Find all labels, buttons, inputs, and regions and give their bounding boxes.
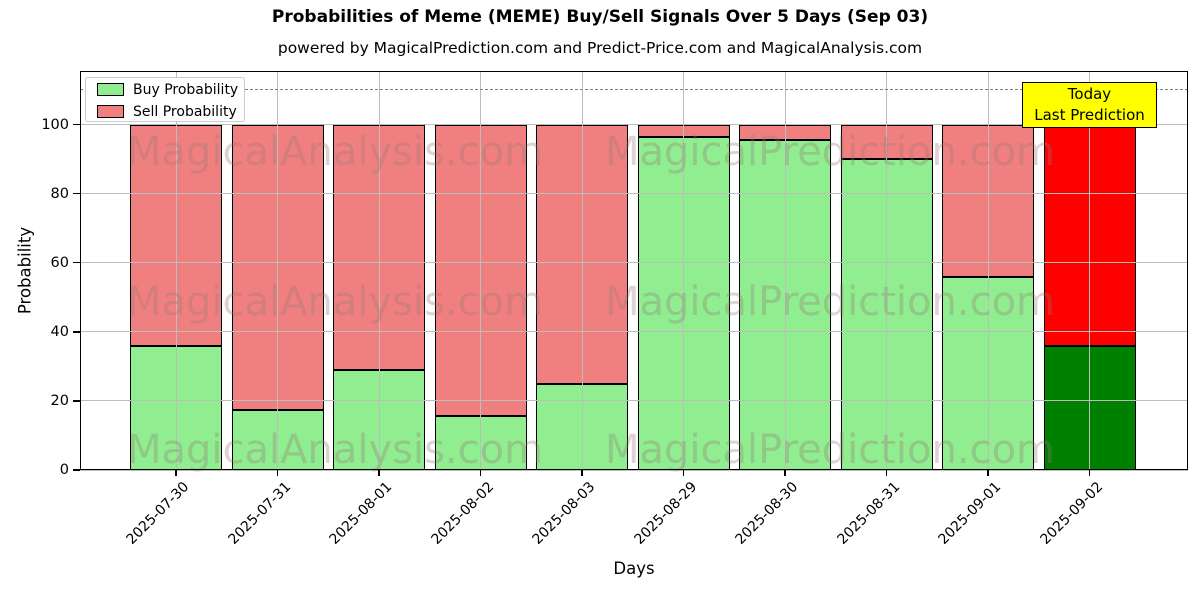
annotation-line1: Today xyxy=(1067,85,1112,103)
gridline-y-20 xyxy=(80,400,1188,402)
x-tick-2025-08-31 xyxy=(885,470,888,476)
x-tick-2025-07-30 xyxy=(175,470,177,476)
watermark-left-3: MagicalAnalysis.com xyxy=(126,427,544,473)
x-tick-label-2025-08-01: 2025-08-01 xyxy=(326,479,396,548)
x-tick-label-2025-08-30: 2025-08-30 xyxy=(732,479,802,548)
y-tick-label-0: 0 xyxy=(59,462,69,478)
legend-row-buy: Buy Probability xyxy=(86,79,244,100)
plot-area: Buy Probability Sell Probability Today L… xyxy=(41,71,1188,548)
legend-sell-swatch xyxy=(97,105,124,118)
watermark-right-1: MagicalPrediction.com xyxy=(605,129,1055,175)
gridline-y-0 xyxy=(80,469,1188,471)
y-tick-20 xyxy=(73,400,80,402)
y-tick-label-80: 80 xyxy=(50,185,69,202)
x-tick-2025-08-30 xyxy=(784,470,786,476)
x-axis-label: Days xyxy=(613,559,655,578)
legend-sell-label: Sell Probability xyxy=(133,103,237,120)
chart-title: Probabilities of Meme (MEME) Buy/Sell Si… xyxy=(271,7,929,27)
gridline-x-2025-07-30 xyxy=(175,71,177,470)
x-tick-label-2025-09-01: 2025-09-01 xyxy=(935,479,1005,548)
x-tick-2025-09-02 xyxy=(1088,470,1091,476)
legend-buy-label: Buy Probability xyxy=(133,81,239,98)
watermark-right-2: MagicalPrediction.com xyxy=(605,279,1055,325)
gridline-y-100 xyxy=(80,124,1188,126)
x-tick-label-2025-08-31: 2025-08-31 xyxy=(833,479,903,548)
gridline-x-2025-09-02 xyxy=(1089,71,1090,470)
x-tick-2025-09-01 xyxy=(987,470,989,476)
legend: Buy Probability Sell Probability xyxy=(85,77,245,122)
y-tick-label-100: 100 xyxy=(41,116,69,133)
chart-subtitle: powered by MagicalPrediction.com and Pre… xyxy=(277,39,923,57)
x-tick-label-2025-07-30: 2025-07-30 xyxy=(123,479,193,548)
gridline-x-2025-09-01 xyxy=(987,71,989,470)
y-tick-40 xyxy=(73,331,80,333)
x-tick-label-2025-08-02: 2025-08-02 xyxy=(427,479,497,548)
gridline-x-2025-08-31 xyxy=(886,71,887,470)
gridline-y-80 xyxy=(80,193,1188,195)
y-tick-60 xyxy=(73,262,80,264)
gridline-x-2025-08-30 xyxy=(784,71,786,470)
threshold-dashed-line xyxy=(80,89,1188,90)
gridline-x-2025-07-31 xyxy=(277,71,278,470)
x-tick-2025-08-01 xyxy=(378,470,380,476)
x-tick-2025-08-03 xyxy=(581,470,583,476)
today-annotation: Today Last Prediction xyxy=(1022,82,1157,128)
gridline-x-2025-08-03 xyxy=(581,71,583,470)
watermark-right-3: MagicalPrediction.com xyxy=(605,427,1055,473)
y-tick-100 xyxy=(73,123,80,126)
y-tick-label-40: 40 xyxy=(50,323,69,340)
watermark-left-2: MagicalAnalysis.com xyxy=(126,279,544,325)
gridline-y-40 xyxy=(80,331,1188,333)
gridline-x-2025-08-01 xyxy=(378,71,380,470)
y-tick-80 xyxy=(73,192,80,195)
annotation-line2: Last Prediction xyxy=(1034,106,1145,124)
legend-row-sell: Sell Probability xyxy=(86,101,244,122)
gridline-y-60 xyxy=(80,262,1188,264)
x-tick-label-2025-07-31: 2025-07-31 xyxy=(224,479,294,548)
gridline-x-2025-08-02 xyxy=(480,71,481,470)
y-tick-label-20: 20 xyxy=(50,392,69,409)
x-tick-label-2025-09-02: 2025-09-02 xyxy=(1036,479,1106,548)
legend-buy-swatch xyxy=(97,83,124,96)
x-tick-2025-07-31 xyxy=(276,470,279,476)
x-tick-2025-08-02 xyxy=(479,470,482,476)
y-tick-0 xyxy=(73,469,80,471)
y-tick-label-60: 60 xyxy=(50,254,69,271)
gridline-x-2025-08-29 xyxy=(683,71,684,470)
watermark-left-1: MagicalAnalysis.com xyxy=(126,129,544,175)
x-tick-2025-08-29 xyxy=(682,470,685,476)
